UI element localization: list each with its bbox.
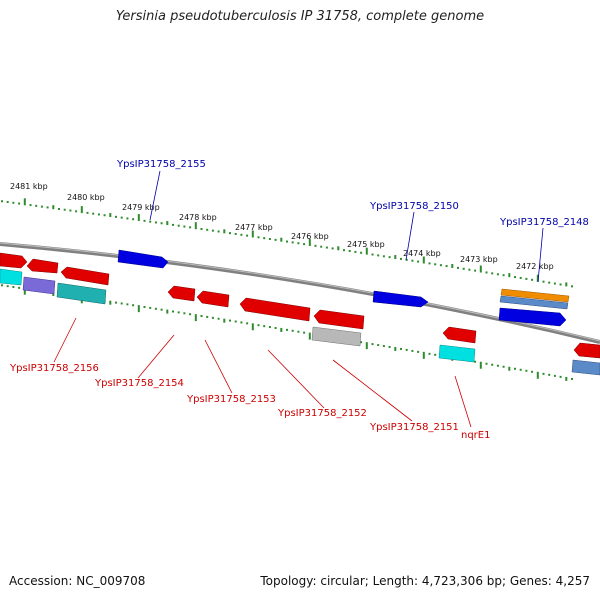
- gene-cyan[interactable]: [0, 268, 23, 286]
- gene-ypsip31758-2148-steel[interactable]: [499, 295, 569, 310]
- leader-line: [405, 211, 415, 261]
- leader-line: [149, 170, 161, 221]
- leader-line: [267, 349, 325, 409]
- gene-ypsip31758-2150[interactable]: [372, 290, 429, 308]
- gene-label: YpsIP31758_2154: [94, 378, 184, 389]
- gene-labels: YpsIP31758_2155 YpsIP31758_2150 YpsIP317…: [9, 159, 589, 441]
- gene-label: YpsIP31758_2153: [186, 394, 276, 405]
- gene-red[interactable]: [0, 252, 28, 269]
- leader-line: [537, 227, 544, 283]
- kbp-label: 2479 kbp: [122, 203, 160, 212]
- kbp-label: 2481 kbp: [10, 182, 48, 191]
- gene-red[interactable]: [239, 297, 311, 322]
- gene-gray[interactable]: [311, 326, 362, 347]
- gene-label: nqrE1: [461, 430, 490, 441]
- gene-label: YpsIP31758_2151: [369, 422, 459, 433]
- kbp-label: 2476 kbp: [291, 232, 329, 241]
- gene-red[interactable]: [442, 326, 477, 344]
- leader-line: [332, 359, 413, 422]
- reverse-genes: [0, 252, 600, 376]
- kbp-label: 2473 kbp: [460, 255, 498, 264]
- gene-cyan[interactable]: [438, 344, 476, 363]
- gene-steel[interactable]: [571, 359, 600, 376]
- map-title: Yersinia pseudotuberculosis IP 31758, co…: [115, 9, 485, 24]
- gene-red[interactable]: [196, 290, 230, 308]
- gene-red[interactable]: [573, 342, 600, 359]
- gene-label: YpsIP31758_2155: [116, 159, 206, 170]
- kbp-label: 2477 kbp: [235, 223, 273, 232]
- genome-stats-text: Topology: circular; Length: 4,723,306 bp…: [260, 574, 590, 588]
- gene-label: YpsIP31758_2148: [499, 217, 589, 228]
- gene-teal[interactable]: [56, 282, 107, 305]
- gene-red[interactable]: [26, 258, 59, 274]
- gene-red[interactable]: [167, 285, 196, 302]
- gene-label: YpsIP31758_2150: [369, 201, 459, 212]
- outer-ruler: [1, 198, 573, 288]
- leader-line: [137, 334, 175, 379]
- gene-ypsip31758-2148-orange[interactable]: [500, 288, 570, 303]
- kbp-label: 2478 kbp: [179, 213, 217, 222]
- genome-backbone: [0, 242, 600, 344]
- gene-ypsip31758-2148-blue[interactable]: [498, 307, 567, 327]
- ruler-labels: 2481 kbp 2480 kbp 2479 kbp 2478 kbp 2477…: [10, 182, 554, 271]
- kbp-label: 2475 kbp: [347, 240, 385, 249]
- gene-ypsip31758-2155[interactable]: [117, 249, 169, 269]
- gene-red[interactable]: [60, 266, 110, 286]
- leader-line: [204, 339, 233, 394]
- forward-genes: [117, 249, 570, 327]
- leader-line: [454, 375, 472, 428]
- gene-label: YpsIP31758_2152: [277, 408, 367, 419]
- kbp-label: 2472 kbp: [516, 262, 554, 271]
- kbp-label: 2474 kbp: [403, 249, 441, 258]
- gene-purple[interactable]: [22, 276, 56, 295]
- gene-red[interactable]: [313, 309, 365, 330]
- kbp-label: 2480 kbp: [67, 193, 105, 202]
- leader-lines: [53, 170, 544, 428]
- accession-text: Accession: NC_009708: [9, 574, 146, 588]
- leader-line: [53, 317, 77, 363]
- gene-label: YpsIP31758_2156: [9, 363, 99, 374]
